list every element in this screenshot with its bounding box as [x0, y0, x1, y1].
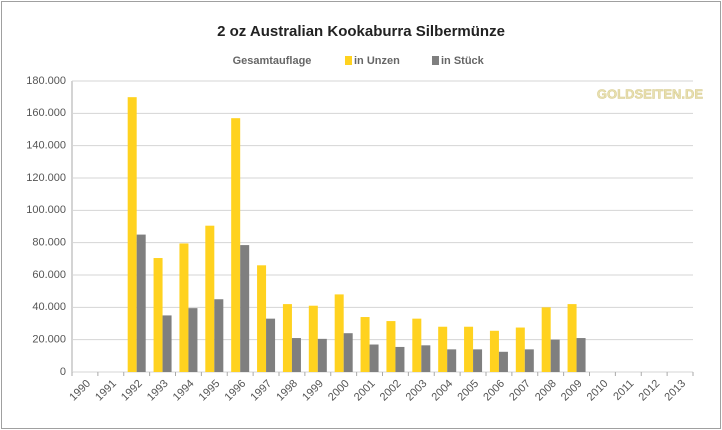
bar — [567, 304, 577, 372]
legend-title: Gesamtauflage — [233, 55, 312, 67]
bar — [473, 349, 483, 372]
legend-label: in Unzen — [354, 55, 400, 67]
legend-swatch — [345, 56, 352, 65]
bar — [127, 97, 137, 373]
bar — [188, 308, 198, 372]
bar — [291, 338, 301, 372]
bar — [231, 118, 241, 372]
y-tick-label: 80.000 — [32, 237, 66, 249]
y-tick-label: 140.000 — [26, 140, 66, 152]
bar — [334, 294, 344, 372]
bar — [205, 225, 215, 372]
legend-label: in Stück — [441, 55, 485, 67]
bar — [464, 326, 474, 372]
y-tick-label: 0 — [60, 366, 66, 378]
bar — [412, 318, 422, 372]
bar — [421, 345, 431, 372]
bar — [386, 321, 396, 372]
bar — [489, 330, 499, 372]
bar — [257, 265, 267, 372]
chart-title: 2 oz Australian Kookaburra Silbermünze — [217, 23, 505, 40]
legend-swatch — [432, 56, 439, 65]
bar — [395, 346, 405, 372]
y-tick-label: 120.000 — [26, 172, 66, 184]
y-tick-label: 160.000 — [26, 107, 66, 119]
bar — [550, 339, 560, 372]
bar — [447, 349, 457, 372]
bar — [136, 234, 146, 372]
bar — [369, 344, 379, 372]
bar — [524, 349, 534, 372]
bar — [162, 315, 172, 372]
bar — [360, 317, 370, 372]
y-tick-label: 180.000 — [26, 75, 66, 87]
bar — [317, 338, 327, 372]
y-tick-label: 40.000 — [32, 301, 66, 313]
bar — [498, 351, 508, 372]
bar — [343, 333, 353, 372]
bar — [515, 327, 525, 372]
bar — [153, 258, 163, 372]
bar — [541, 307, 551, 372]
y-tick-label: 60.000 — [32, 269, 66, 281]
bar — [240, 245, 250, 372]
bar — [179, 243, 189, 372]
bar — [266, 318, 276, 372]
watermark: GOLDSEITEN.DE — [597, 86, 704, 101]
bar — [576, 338, 586, 372]
bar — [308, 305, 318, 372]
bar — [214, 299, 224, 372]
bar — [282, 304, 292, 372]
y-tick-label: 100.000 — [26, 204, 66, 216]
bar — [438, 326, 448, 372]
y-tick-label: 20.000 — [32, 334, 66, 346]
